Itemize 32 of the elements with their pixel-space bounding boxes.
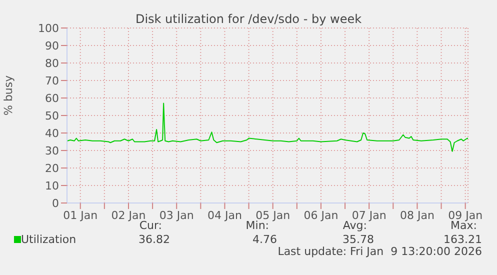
x-tick-label: 05 Jan	[256, 208, 290, 222]
y-tick-label: 0	[52, 196, 59, 210]
y-tick-label: 70	[45, 74, 59, 88]
y-tick-label: 40	[45, 126, 59, 140]
y-tick-label: 60	[45, 92, 59, 105]
y-tick-label: 10	[45, 179, 59, 192]
line-series	[67, 102, 468, 152]
x-tick-label: 01 Jan	[63, 208, 98, 222]
x-tick-label: 02 Jan	[111, 208, 146, 222]
y-tick-label: 90	[45, 39, 59, 52]
legend-label: Utilization	[21, 233, 76, 246]
text: 4.76	[252, 233, 277, 246]
x-tick-label: 08 Jan	[400, 208, 434, 222]
x-tick-label: 06 Jan	[304, 208, 338, 222]
text: 35.78	[342, 233, 374, 246]
x-tick-label: 07 Jan	[352, 208, 386, 222]
y-tick-label: 30	[45, 144, 59, 158]
text: 163.21	[444, 233, 482, 246]
text: Last update: Fri Jan 9 13:20:00 2026	[278, 245, 482, 258]
y-tick-label: 80	[45, 56, 59, 70]
text: Avg:	[342, 219, 367, 232]
y-tick-label: 50	[45, 109, 59, 122]
y-tick-label: 20	[45, 162, 59, 175]
text: Min:	[246, 219, 269, 232]
text: Cur:	[139, 219, 162, 232]
y-tick-label: 100	[38, 22, 59, 35]
x-tick-label: 04 Jan	[208, 208, 242, 222]
y-axis-title: % busy	[2, 74, 15, 116]
text: 36.82	[138, 233, 170, 246]
x-tick-label: 03 Jan	[159, 208, 194, 222]
chart-title: Disk utilization for /dev/sdo - by week	[135, 12, 362, 26]
x-tick-label: 09 Jan	[448, 208, 483, 222]
